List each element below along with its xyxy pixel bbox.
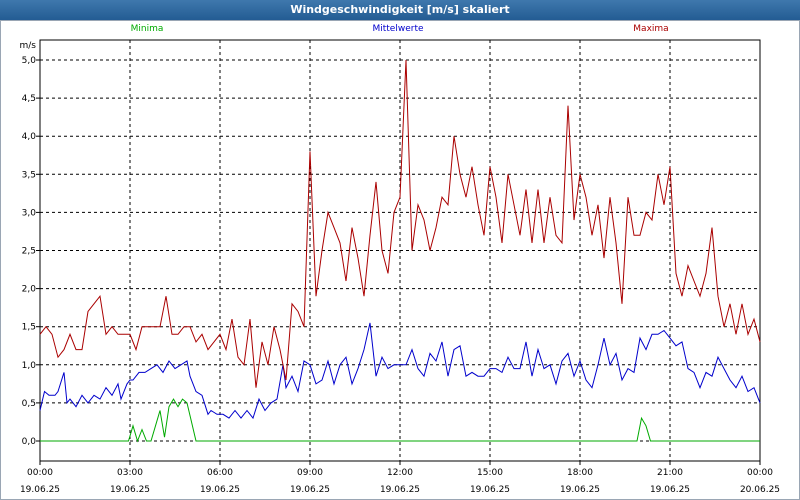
series-line-maxima	[39, 59, 761, 388]
legend-mittelwerte: Mittelwerte	[372, 24, 423, 34]
x-tick-label-time: 18:00	[567, 468, 593, 478]
x-tick-label-time: 21:00	[657, 468, 683, 478]
x-tick-label-time: 03:00	[117, 468, 143, 478]
x-tick-label-date: 19.06.25	[560, 485, 600, 495]
x-tick-label-date: 20.06.25	[740, 485, 780, 495]
x-tick-label-time: 15:00	[477, 468, 503, 478]
y-unit-label: m/s	[20, 41, 37, 51]
y-tick-label: 5,0	[22, 56, 37, 66]
y-tick-label: 0,0	[22, 437, 37, 447]
y-tick-label: 4,0	[22, 132, 37, 142]
x-tick-label-time: 09:00	[297, 468, 323, 478]
y-tick-label: 4,5	[22, 94, 36, 104]
x-tick-label-date: 19.06.25	[650, 485, 690, 495]
series-line-mittelwerte	[39, 322, 761, 420]
x-tick-label-time: 06:00	[207, 468, 233, 478]
chart-title: Windgeschwindigkeit [m/s] skaliert	[0, 0, 800, 20]
x-tick-label-time: 00:00	[747, 468, 773, 478]
y-tick-label: 1,5	[22, 323, 36, 333]
x-tick-label-time: 12:00	[387, 468, 413, 478]
x-tick-label-time: 00:00	[27, 468, 53, 478]
x-tick-label-date: 19.06.25	[290, 485, 330, 495]
y-tick-label: 2,5	[22, 247, 36, 257]
y-tick-label: 2,0	[22, 285, 37, 295]
y-tick-label: 0,5	[22, 399, 36, 409]
x-tick-label-date: 19.06.25	[470, 485, 510, 495]
x-tick-label-date: 19.06.25	[380, 485, 420, 495]
y-tick-label: 1,0	[22, 361, 37, 371]
legend-minima: Minima	[131, 24, 164, 34]
x-tick-label-date: 19.06.25	[110, 485, 150, 495]
x-tick-label-date: 19.06.25	[20, 485, 60, 495]
series-line-minima	[40, 398, 760, 443]
y-tick-label: 3,0	[22, 208, 37, 218]
x-tick-label-date: 19.06.25	[200, 485, 240, 495]
legend-maxima: Maxima	[633, 24, 668, 34]
y-tick-label: 3,5	[22, 170, 36, 180]
